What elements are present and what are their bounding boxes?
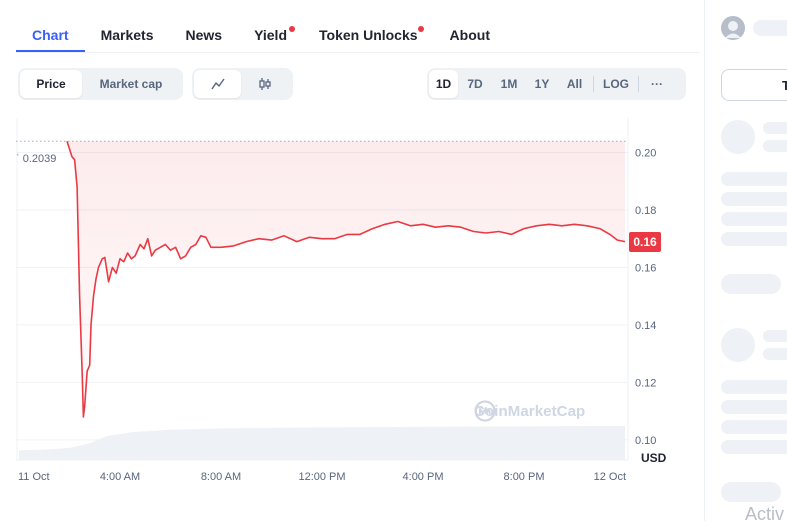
main-panel: Chart Markets News Yield Token Unlocks A…: [16, 18, 700, 518]
more-options-button[interactable]: ···: [651, 77, 663, 91]
username-placeholder: [753, 20, 787, 36]
time-range-selector: 1D 7D 1M 1Y All LOG ···: [427, 68, 686, 100]
y-tick-label: 0.18: [635, 205, 656, 217]
skeleton-line: [721, 380, 787, 394]
price-line: [66, 141, 626, 418]
tab-label: News: [185, 27, 223, 43]
x-tick-label: 8:00 PM: [504, 471, 545, 483]
candlestick-button[interactable]: [241, 70, 289, 98]
y-tick-label: 0.12: [635, 377, 656, 389]
range-1d-button[interactable]: 1D: [429, 70, 458, 98]
skeleton-avatar: [721, 328, 755, 362]
new-indicator-dot: [289, 26, 295, 32]
current-price-tag: 0.16: [629, 232, 661, 252]
skeleton-line: [721, 232, 787, 246]
price-button[interactable]: Price: [20, 70, 82, 98]
session-high-value: 0.2039: [22, 153, 57, 165]
volume-area: [19, 425, 625, 460]
skeleton-line: [763, 330, 787, 342]
skeleton-line: [721, 400, 787, 414]
tab-yield[interactable]: Yield: [238, 18, 303, 51]
tab-label: Yield: [254, 27, 287, 43]
user-avatar-icon[interactable]: [721, 16, 745, 40]
x-tick-label: 12 Oct: [594, 471, 626, 483]
range-1y-button[interactable]: 1Y: [534, 77, 550, 91]
tab-label: Token Unlocks: [319, 27, 418, 43]
skeleton-line: [763, 348, 787, 360]
tab-label: About: [449, 27, 490, 43]
market-cap-button[interactable]: Market cap: [99, 77, 163, 91]
candlestick-icon: [259, 78, 271, 90]
tab-about[interactable]: About: [434, 18, 506, 51]
y-tick-label: 0.20: [635, 147, 656, 159]
coinmarketcap-watermark: CoinMarketCap: [474, 400, 585, 422]
x-tick-label: 4:00 PM: [403, 471, 444, 483]
tab-news[interactable]: News: [169, 18, 238, 51]
skeleton-line: [721, 420, 787, 434]
log-scale-button[interactable]: LOG: [603, 77, 629, 91]
tab-label: Chart: [32, 27, 69, 43]
session-high-label: ˈ 0.2039: [16, 153, 57, 165]
skeleton-line: [763, 122, 787, 134]
y-tick-label: 0.10: [635, 435, 656, 447]
divider: [638, 76, 639, 92]
skeleton-line: [721, 172, 787, 186]
tab-bar: Chart Markets News Yield Token Unlocks A…: [16, 18, 700, 53]
currency-label: USD: [641, 451, 667, 465]
skeleton-line: [721, 212, 787, 226]
tab-label: Markets: [100, 27, 154, 43]
y-tick-label: 0.16: [635, 262, 656, 274]
chart-type-toggle: [192, 68, 293, 100]
tab-token-unlocks[interactable]: Token Unlocks: [303, 18, 434, 51]
right-sidebar: T Activ: [704, 0, 787, 524]
new-indicator-dot: [417, 26, 424, 32]
range-7d-button[interactable]: 7D: [467, 77, 483, 91]
skeleton-avatar: [721, 120, 755, 154]
divider: [593, 76, 594, 92]
sidebar-action-button[interactable]: T: [721, 69, 787, 101]
line-chart-button[interactable]: [194, 70, 241, 98]
x-tick-label: 8:00 AM: [201, 471, 241, 483]
tab-markets[interactable]: Markets: [85, 18, 170, 51]
x-tick-label: 12:00 PM: [298, 471, 345, 483]
price-area-fill: [67, 141, 625, 417]
line-chart-icon: [210, 78, 225, 90]
y-tick-label: 0.14: [635, 320, 656, 332]
price-chart-canvas: 0.20 0.18 0.16 0.14 0.12 0.10 11 Oct 4:00 AM 8:…: [16, 118, 656, 483]
range-1m-button[interactable]: 1M: [500, 77, 518, 91]
coinmarketcap-logo-icon: [474, 400, 496, 422]
metric-toggle: Price Market cap: [18, 68, 183, 100]
os-activation-watermark: Activ: [745, 504, 785, 524]
price-chart[interactable]: 0.20 0.18 0.16 0.14 0.12 0.10 11 Oct 4:00 AM 8:…: [16, 118, 686, 518]
avatar-graphic: [721, 16, 745, 40]
skeleton-line: [763, 140, 787, 152]
x-tick-label: 11 Oct: [18, 471, 50, 483]
watermark-text: CoinMarketCap: [474, 402, 586, 420]
range-all-button[interactable]: All: [566, 77, 583, 91]
tab-chart[interactable]: Chart: [16, 18, 85, 52]
skeleton-button: [721, 482, 781, 502]
skeleton-line: [721, 440, 787, 454]
x-tick-label: 4:00 AM: [100, 471, 140, 483]
skeleton-button: [721, 274, 781, 294]
skeleton-line: [721, 192, 787, 206]
sidebar-button-label: T: [782, 77, 787, 93]
